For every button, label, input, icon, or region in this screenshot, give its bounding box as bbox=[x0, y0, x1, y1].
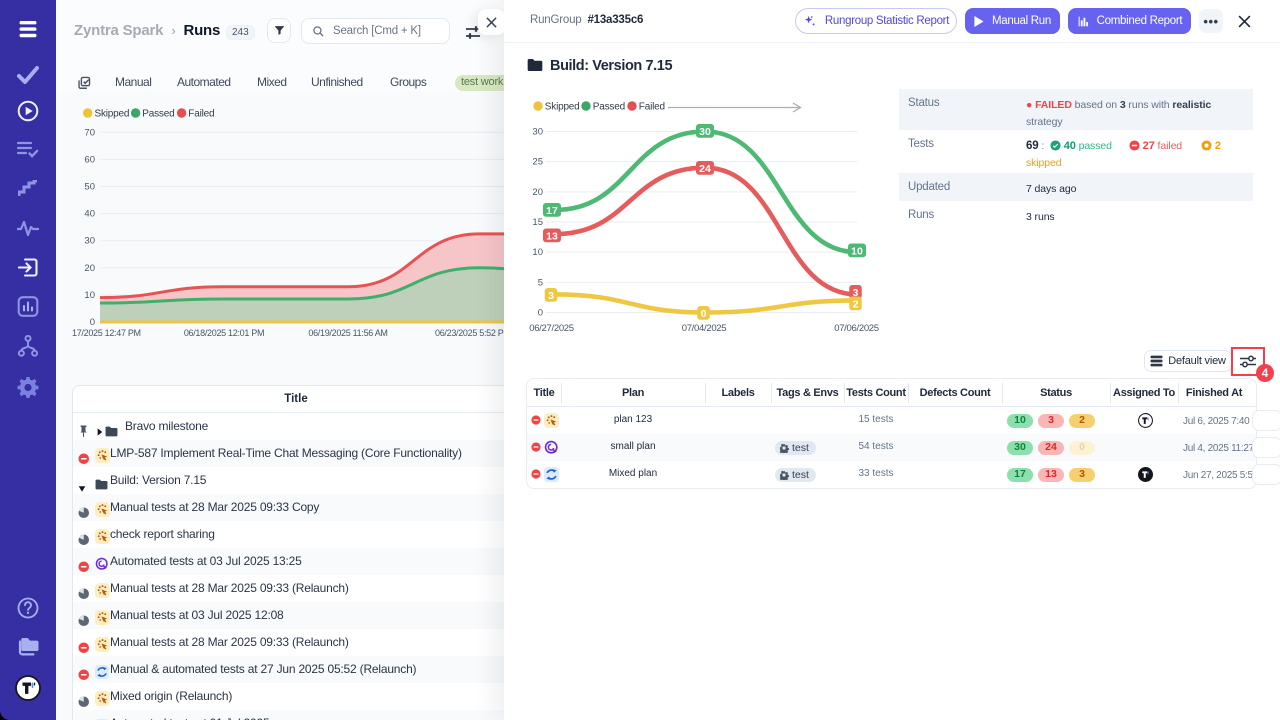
svg-text:Skipped: Skipped bbox=[95, 109, 130, 120]
svg-text:50: 50 bbox=[84, 182, 95, 193]
svg-text:Skipped: Skipped bbox=[545, 102, 580, 113]
svg-text:06/18/2025 12:01 PM: 06/18/2025 12:01 PM bbox=[184, 328, 264, 338]
svg-text:07/04/2025: 07/04/2025 bbox=[682, 323, 727, 334]
svg-text:06/27/2025: 06/27/2025 bbox=[529, 323, 574, 334]
svg-text:30: 30 bbox=[699, 126, 711, 138]
svg-text:3: 3 bbox=[548, 290, 554, 302]
svg-text:30: 30 bbox=[532, 127, 543, 138]
svg-text:0: 0 bbox=[90, 317, 95, 328]
svg-text:20: 20 bbox=[84, 263, 95, 274]
svg-text:07/06/2025: 07/06/2025 bbox=[834, 323, 879, 334]
svg-text:2: 2 bbox=[853, 298, 859, 310]
svg-text:70: 70 bbox=[84, 127, 95, 138]
svg-text:Failed: Failed bbox=[639, 102, 665, 113]
svg-text:60: 60 bbox=[84, 154, 95, 165]
svg-text:3: 3 bbox=[853, 287, 859, 299]
svg-text:40: 40 bbox=[84, 209, 95, 220]
svg-text:13: 13 bbox=[546, 230, 558, 242]
svg-text:10: 10 bbox=[84, 290, 95, 301]
svg-text:10: 10 bbox=[851, 245, 863, 257]
svg-text:0: 0 bbox=[538, 308, 543, 319]
svg-text:20: 20 bbox=[532, 187, 543, 198]
svg-text:06/19/2025 11:56 AM: 06/19/2025 11:56 AM bbox=[308, 328, 387, 338]
svg-text:17/2025 12:47 PM: 17/2025 12:47 PM bbox=[72, 328, 141, 338]
svg-text:5: 5 bbox=[538, 277, 543, 288]
svg-text:10: 10 bbox=[532, 247, 543, 258]
svg-text:Passed: Passed bbox=[593, 102, 625, 113]
svg-text:Failed: Failed bbox=[188, 109, 214, 120]
svg-text:17: 17 bbox=[546, 205, 558, 217]
svg-text:15: 15 bbox=[532, 217, 543, 228]
svg-text:30: 30 bbox=[84, 236, 95, 247]
svg-text:0: 0 bbox=[701, 308, 707, 320]
svg-text:Passed: Passed bbox=[142, 109, 174, 120]
svg-text:25: 25 bbox=[532, 157, 543, 168]
svg-text:06/23/2025 5:52 PM: 06/23/2025 5:52 PM bbox=[435, 328, 505, 338]
svg-text:24: 24 bbox=[699, 163, 711, 175]
